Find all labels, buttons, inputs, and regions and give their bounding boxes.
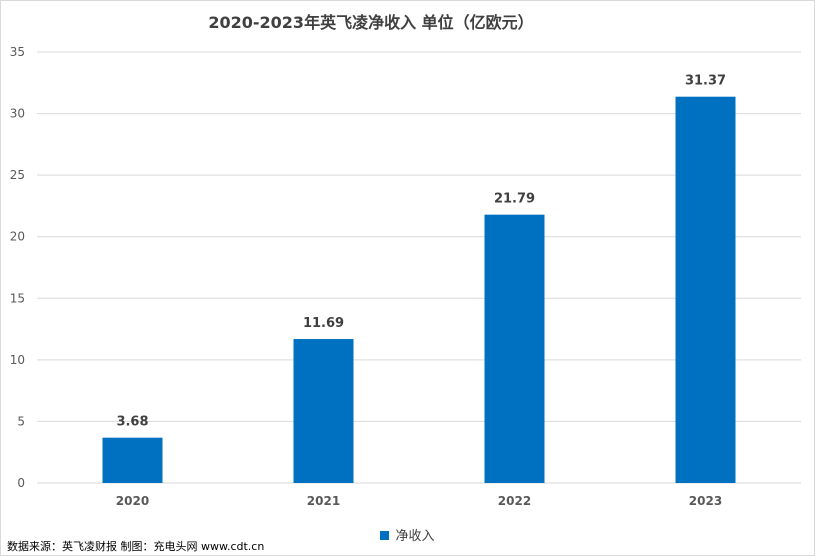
x-tick-label: 2021 — [307, 494, 340, 508]
legend-label: 净收入 — [395, 529, 435, 544]
bar — [484, 214, 545, 484]
bar — [293, 339, 354, 483]
y-tick-label: 25 — [10, 168, 25, 182]
data-label: 11.69 — [303, 316, 344, 331]
bar — [675, 96, 736, 483]
y-tick-label: 0 — [17, 476, 25, 490]
y-tick-label: 15 — [10, 291, 25, 305]
x-tick-label: 2022 — [498, 494, 531, 508]
y-tick-label: 20 — [10, 230, 25, 244]
data-label: 21.79 — [494, 192, 535, 207]
x-tick-label: 2020 — [116, 494, 149, 508]
data-label: 31.37 — [685, 74, 726, 89]
y-tick-label: 5 — [17, 414, 25, 428]
x-tick-label: 2023 — [689, 494, 722, 508]
y-tick-label: 35 — [10, 45, 25, 59]
legend-swatch — [380, 531, 390, 540]
data-label: 3.68 — [116, 415, 148, 430]
bar-chart: 0 5 10 15 20 25 30 35 3.68 2020 11.69 2021 21.79 2022… — [10, 45, 801, 508]
legend: 净收入 — [1, 525, 814, 544]
source-footnote: 数据来源：英飞凌财报 制图：充电头网 www.cdt.cn — [7, 540, 265, 553]
y-tick-label: 10 — [10, 353, 25, 367]
bar — [102, 437, 163, 483]
chart-title: 2020-2023年英飞凌净收入 单位（亿欧元） — [208, 13, 534, 32]
y-tick-label: 30 — [10, 107, 25, 121]
